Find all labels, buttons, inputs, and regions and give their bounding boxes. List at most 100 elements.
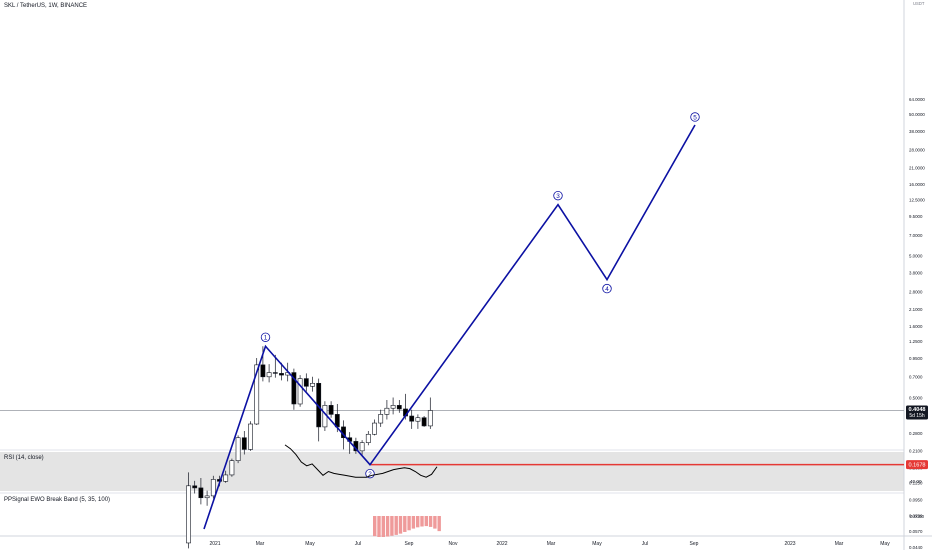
wave-label-circle xyxy=(260,332,271,342)
wave-label-circle xyxy=(553,190,563,201)
time-tick-label: Sep xyxy=(405,541,414,547)
ewo-bar xyxy=(424,516,428,527)
ewo-bar xyxy=(416,516,420,528)
candle-body xyxy=(241,437,247,450)
price-tick-label: 50.0000 xyxy=(909,112,925,117)
ewo-bar xyxy=(377,516,381,537)
support-price-value: 0.1678 xyxy=(908,463,925,469)
time-tick-label: Jul xyxy=(355,541,361,547)
time-tick-label: Mar xyxy=(547,541,556,547)
candle-body xyxy=(372,422,377,435)
candle xyxy=(365,431,371,446)
wave-label-text: 4 xyxy=(605,286,609,293)
candle xyxy=(427,397,433,429)
wave-label-circle xyxy=(365,468,375,479)
candle xyxy=(359,440,365,456)
candle xyxy=(409,409,415,429)
candle xyxy=(384,400,390,420)
wave-label-text: 2 xyxy=(368,471,372,478)
rsi-line xyxy=(284,444,438,478)
time-tick-label: Nov xyxy=(449,541,458,547)
candle-body xyxy=(291,372,297,405)
candle xyxy=(279,362,284,381)
candle-body xyxy=(229,460,235,476)
candle xyxy=(328,401,334,418)
wave-label-circle xyxy=(690,112,700,122)
price-tick-label: 21.0000 xyxy=(909,165,925,170)
candle-body xyxy=(421,417,427,427)
price-axis-unit: USDT xyxy=(913,1,925,6)
candle-body xyxy=(378,414,384,424)
candle xyxy=(303,373,309,393)
elliott-wave-line xyxy=(203,124,696,530)
price-tick-label: 0.0570 xyxy=(909,529,923,534)
wave-label-circle xyxy=(602,283,612,294)
price-tick-label: 3.8000 xyxy=(909,271,923,276)
price-tick-label: 12.5000 xyxy=(909,197,925,202)
bar-countdown: 5d 15h xyxy=(909,413,925,419)
price-tick-label: 28.0000 xyxy=(909,148,925,153)
ewo-label: PPSignal EWO Break Band (5, 35, 100) xyxy=(4,497,111,503)
time-tick-label: 2022 xyxy=(496,541,507,547)
ewo-bar xyxy=(398,516,403,534)
candle xyxy=(291,368,297,410)
candle xyxy=(210,475,216,499)
candle-body xyxy=(204,495,210,499)
candle-body xyxy=(198,487,204,499)
time-axis[interactable]: 2021 Mar May Jul Sep Nov 2022 Mar May Jul Sep 2023 M… xyxy=(209,541,890,547)
ewo-bar xyxy=(420,516,424,527)
ewo-bar xyxy=(385,516,390,537)
candle xyxy=(421,416,427,427)
time-tick-label: Jul xyxy=(642,541,648,547)
time-tick-label: May xyxy=(592,541,602,547)
candlestick-series xyxy=(186,346,433,549)
time-tick-label: 2021 xyxy=(209,541,220,547)
candle-body xyxy=(186,485,191,544)
price-tick-label: 0.0440 xyxy=(909,545,923,550)
ewo-bar xyxy=(403,516,407,532)
ewo-bar xyxy=(428,516,433,527)
candle xyxy=(223,470,229,483)
chart-title: SKL / TetherUS, 1W, BINANCE xyxy=(4,3,88,9)
rsi-pane-band xyxy=(0,452,904,491)
price-tick-label: 1.6000 xyxy=(909,324,923,329)
candle xyxy=(297,375,303,407)
candle xyxy=(316,378,322,442)
candle-body xyxy=(223,474,229,482)
candle xyxy=(396,400,402,413)
support-price-tag: 0.1678 xyxy=(906,460,928,470)
candle-body xyxy=(409,415,415,422)
candle xyxy=(248,421,253,451)
candle-body xyxy=(390,405,396,409)
candle xyxy=(272,354,278,378)
candle xyxy=(378,409,384,427)
candle xyxy=(192,480,198,494)
wave-label: 1 xyxy=(260,332,271,342)
candle-body xyxy=(303,378,309,387)
candle-body xyxy=(365,433,371,443)
candle xyxy=(372,419,377,436)
price-tick-label: 16.0000 xyxy=(909,182,925,187)
ewo-bar xyxy=(433,516,437,529)
price-tick-label: 0.2800 xyxy=(909,431,923,436)
wave-label-text: 5 xyxy=(693,114,697,121)
price-tick-label: 9.5000 xyxy=(909,214,923,219)
price-tick-label: 64.0000 xyxy=(909,97,925,102)
wave-label: 4 xyxy=(602,283,612,294)
price-tick-label: 2.8000 xyxy=(909,289,923,294)
ewo-histogram xyxy=(373,516,441,537)
price-tick-label: 0.2100 xyxy=(909,449,923,454)
ewo-bar xyxy=(407,516,411,531)
price-tick-label: 38.0000 xyxy=(909,129,925,134)
candle-body xyxy=(328,405,334,415)
candle-body xyxy=(248,423,253,450)
price-tick-label: 0.7000 xyxy=(909,375,923,380)
ewo-bar xyxy=(437,516,441,532)
candle-body xyxy=(359,442,365,452)
price-tick-label: 0.9500 xyxy=(909,356,923,361)
last-price-value: 0.4048 xyxy=(908,407,925,413)
candle xyxy=(204,490,210,506)
price-tick-label: 2.1000 xyxy=(909,307,923,312)
price-tick-label: 5.0000 xyxy=(909,254,923,259)
